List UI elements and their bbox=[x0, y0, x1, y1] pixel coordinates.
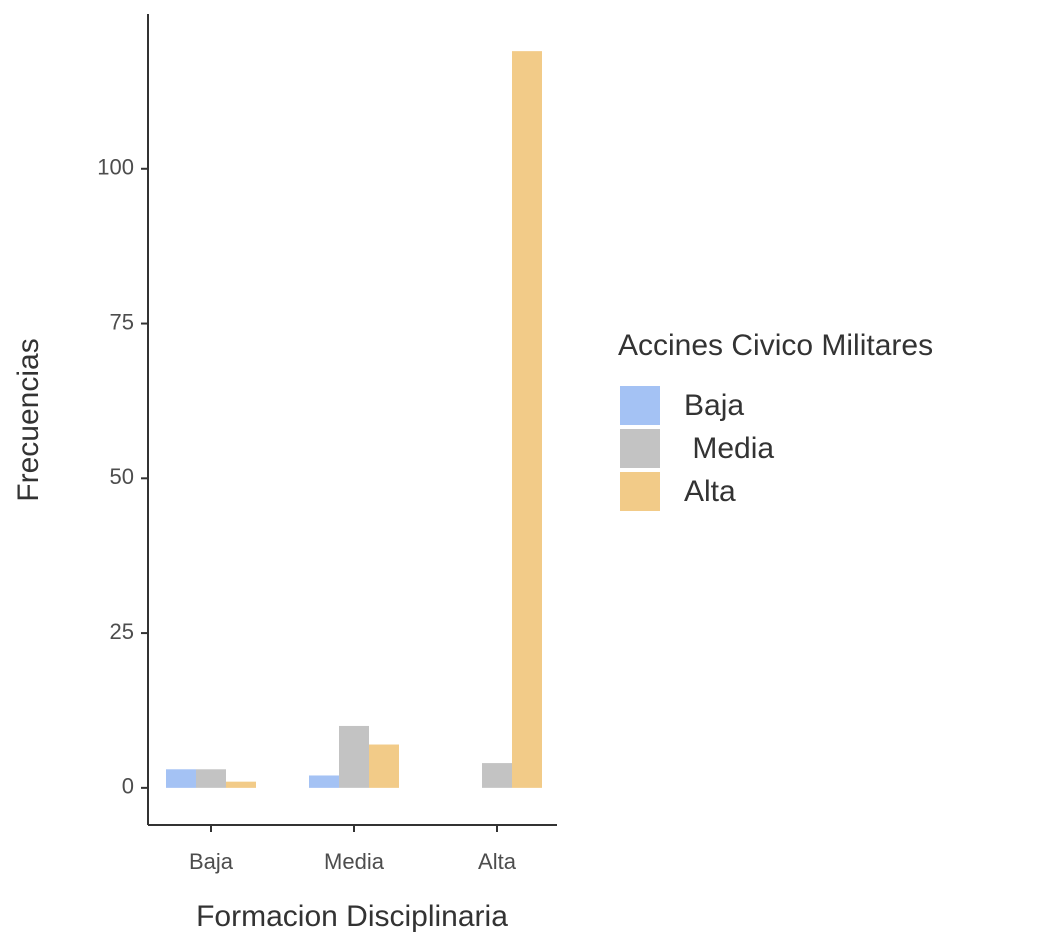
bar bbox=[369, 744, 399, 788]
bar bbox=[226, 781, 256, 788]
y-tick-label: 25 bbox=[110, 619, 134, 644]
legend-title: Accines Civico Militares bbox=[618, 329, 933, 362]
x-axis-label: Formacion Disciplinaria bbox=[196, 900, 508, 933]
bar bbox=[309, 775, 339, 788]
legend-key bbox=[620, 386, 660, 425]
bar bbox=[166, 769, 196, 788]
legend-key bbox=[620, 429, 660, 468]
x-tick-label: Media bbox=[324, 849, 385, 874]
bar bbox=[482, 763, 512, 788]
legend-label: Alta bbox=[684, 475, 736, 508]
x-tick-label: Alta bbox=[478, 849, 517, 874]
y-tick-label: 50 bbox=[110, 464, 134, 489]
legend-key bbox=[620, 472, 660, 511]
bar bbox=[512, 51, 542, 788]
bar bbox=[339, 725, 369, 788]
y-axis-label: Frecuencias bbox=[12, 338, 45, 501]
y-tick-label: 75 bbox=[110, 309, 134, 334]
y-tick-label: 100 bbox=[97, 155, 134, 180]
y-tick-label: 0 bbox=[122, 774, 134, 799]
legend-label: Media bbox=[684, 432, 774, 465]
legend-label: Baja bbox=[684, 389, 744, 422]
bar bbox=[196, 769, 226, 788]
x-tick-label: Baja bbox=[189, 849, 234, 874]
